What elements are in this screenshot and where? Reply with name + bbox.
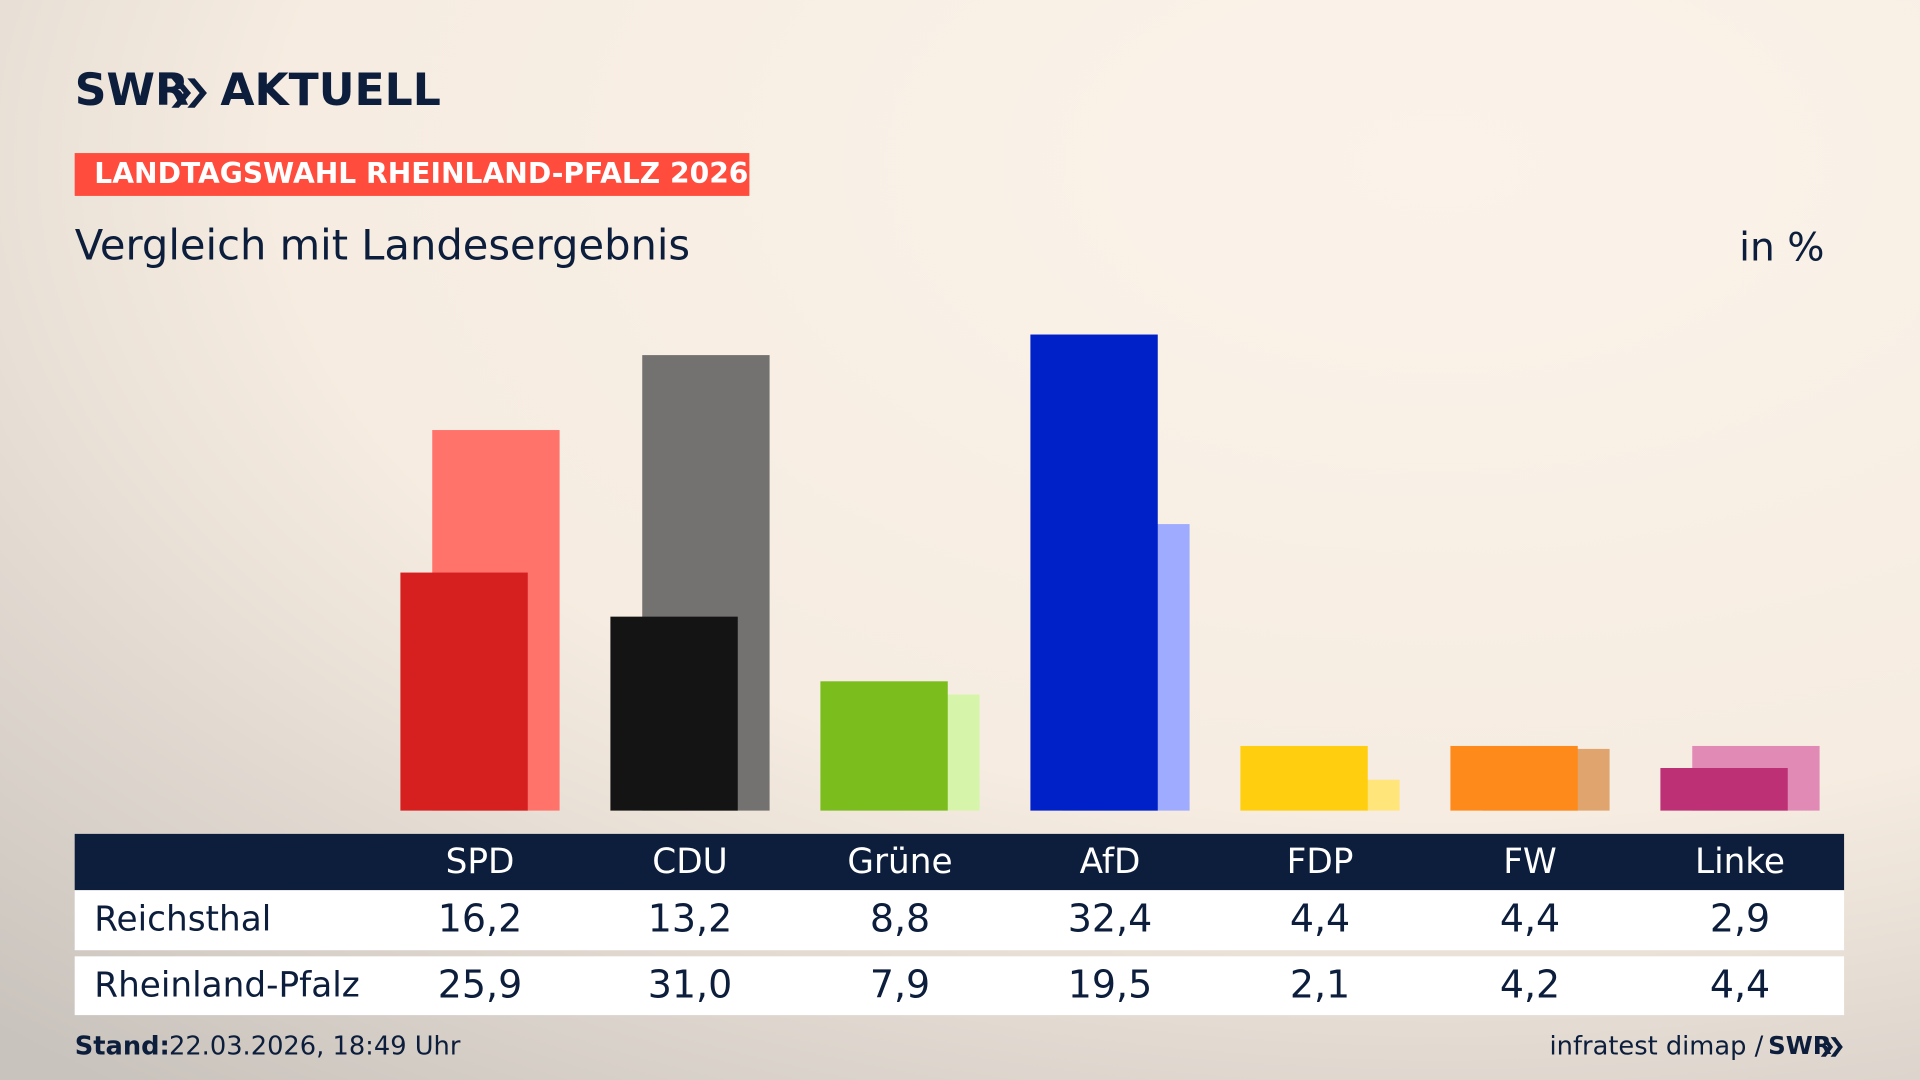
category-label: Linke: [1695, 842, 1785, 882]
category-label: AfD: [1080, 842, 1141, 882]
source-logo: SWR: [1768, 1031, 1832, 1060]
table-header: [74, 833, 1845, 891]
logo: SWR: [75, 65, 189, 116]
source: infratest dimap /: [1550, 1031, 1764, 1061]
value-label: 4,4: [1500, 896, 1560, 940]
value-label: 32,4: [1068, 896, 1152, 940]
bar: [1450, 745, 1578, 811]
logo-suffix: AKTUELL: [220, 65, 440, 116]
value-label: 4,2: [1500, 962, 1560, 1006]
value-label: 13,2: [648, 896, 732, 940]
bar: [400, 572, 528, 811]
value-label: 4,4: [1290, 896, 1350, 940]
bar: [610, 616, 738, 811]
tag: LANDTAGSWAHL RHEINLAND-PFALZ 2026: [94, 157, 748, 190]
table-row: [74, 890, 1845, 951]
value-label: 31,0: [648, 962, 732, 1006]
logo-chevrons: [171, 78, 207, 108]
value-label: 4,4: [1710, 962, 1770, 1006]
category-label: Grüne: [847, 842, 952, 882]
category-label: SPD: [446, 842, 515, 882]
bar: [1240, 745, 1368, 811]
row-label: Rheinland-Pfalz: [94, 965, 359, 1005]
unit: in %: [1739, 225, 1824, 270]
source-chevrons: [1820, 1037, 1843, 1057]
table-row: [74, 956, 1845, 1016]
bar: [820, 681, 948, 811]
row-label: Reichsthal: [94, 899, 271, 939]
value-label: 2,1: [1290, 962, 1350, 1006]
value-label: 25,9: [438, 962, 522, 1006]
category-label: FDP: [1287, 842, 1354, 882]
stand-label: Stand:: [75, 1031, 170, 1061]
stand: 22.03.2026, 18:49 Uhr: [169, 1031, 461, 1061]
category-label: CDU: [652, 842, 727, 882]
value-label: 8,8: [870, 896, 930, 940]
category-label: FW: [1503, 842, 1557, 882]
value-label: 2,9: [1710, 896, 1770, 940]
value-label: 7,9: [870, 962, 930, 1006]
bar: [1660, 768, 1788, 811]
bar: [1030, 334, 1158, 811]
tag-bg: [74, 153, 750, 196]
value-label: 19,5: [1068, 962, 1152, 1006]
chart-title: Vergleich mit Landesergebnis: [75, 221, 690, 270]
value-label: 16,2: [438, 896, 522, 940]
